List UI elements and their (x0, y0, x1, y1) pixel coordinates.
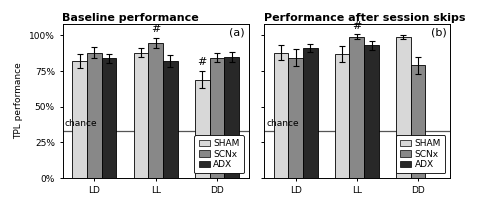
Text: Performance after session skips: Performance after session skips (264, 13, 465, 23)
Legend: SHAM, SCNx, ADX: SHAM, SCNx, ADX (194, 135, 244, 173)
Bar (72, 61, 87, 178)
Bar (350, 37, 364, 178)
Bar (87, 53, 102, 178)
Text: #: # (198, 57, 207, 67)
Bar (411, 65, 426, 178)
Bar (134, 53, 148, 178)
Bar (274, 53, 288, 178)
Bar (396, 37, 411, 178)
Bar (210, 58, 224, 178)
Bar (148, 43, 163, 178)
Bar (224, 57, 239, 178)
Bar (195, 80, 210, 178)
Bar (303, 48, 318, 178)
Bar (335, 54, 349, 178)
Bar (163, 61, 178, 178)
Bar (288, 58, 303, 178)
Text: #: # (352, 21, 362, 31)
Y-axis label: TPL performance: TPL performance (14, 63, 24, 139)
Text: chance: chance (266, 119, 299, 128)
Legend: SHAM, SCNx, ADX: SHAM, SCNx, ADX (396, 135, 446, 173)
Text: Baseline performance: Baseline performance (62, 13, 199, 23)
Text: #: # (151, 24, 160, 34)
Text: chance: chance (65, 119, 98, 128)
Bar (102, 58, 116, 178)
Text: (a): (a) (230, 27, 245, 37)
Bar (364, 45, 379, 178)
Text: (b): (b) (430, 27, 446, 37)
